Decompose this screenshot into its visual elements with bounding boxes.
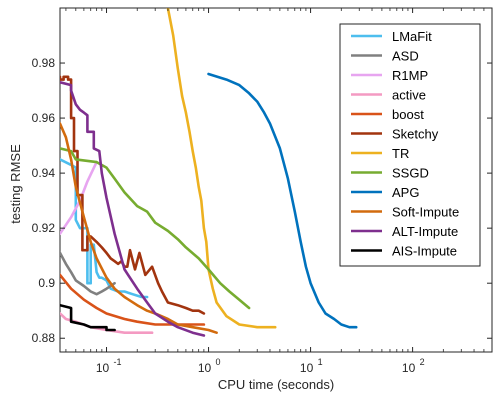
legend-label: Sketchy xyxy=(392,127,439,142)
x-tick-label: 10 xyxy=(198,361,212,375)
legend-label: active xyxy=(392,88,426,103)
x-tick-exponent: -1 xyxy=(114,357,122,367)
series-line-ais-impute xyxy=(60,303,116,332)
series-line-apg xyxy=(207,72,358,329)
legend-label: SSGD xyxy=(392,166,429,181)
legend-label: TR xyxy=(392,146,409,161)
plot-frame xyxy=(59,7,493,353)
legend-label: boost xyxy=(392,107,424,122)
series-line-lmafit xyxy=(60,158,149,299)
x-tick-exponent: 1 xyxy=(318,357,323,367)
axis-ticks: 0.88 0.9 0.92 0.94 0.96 0.98 10 -1 10 0 10 1 10 2 xyxy=(32,8,493,375)
legend-label: APG xyxy=(392,185,419,200)
y-tick-label: 0.92 xyxy=(32,221,56,235)
series-line-ssgd xyxy=(60,147,251,310)
y-tick-label: 0.98 xyxy=(32,56,56,70)
series-line-alt-impute xyxy=(60,81,206,337)
plot-area xyxy=(59,7,493,353)
y-tick-label: 0.88 xyxy=(32,331,56,345)
series-line-asd xyxy=(60,251,116,296)
x-tick-exponent: 2 xyxy=(420,357,425,367)
x-tick-label: 10 xyxy=(402,361,416,375)
y-tick-label: 0.9 xyxy=(38,276,55,290)
series-line-tr xyxy=(166,8,277,329)
legend-label: R1MP xyxy=(392,68,428,83)
legend-label: Soft-Impute xyxy=(392,205,459,220)
legend-label: ASD xyxy=(392,49,419,64)
x-axis-label: CPU time (seconds) xyxy=(218,377,334,392)
y-tick-label: 0.94 xyxy=(32,166,56,180)
x-tick-label: 10 xyxy=(96,361,110,375)
x-tick-exponent: 0 xyxy=(216,357,221,367)
legend-box xyxy=(339,23,481,267)
x-tick-label: 10 xyxy=(300,361,314,375)
y-tick-label: 0.96 xyxy=(32,111,56,125)
legend-label: AIS-Impute xyxy=(392,244,457,259)
y-axis-label: testing RMSE xyxy=(8,144,23,224)
legend-label: ALT-Impute xyxy=(392,224,458,239)
series-line-active xyxy=(60,312,154,335)
legend: LMaFit ASD R1MP active boost Sketchy TR SSGD APG… xyxy=(339,23,481,267)
legend-label: LMaFit xyxy=(392,29,432,44)
series-line-soft-impute xyxy=(60,122,218,335)
